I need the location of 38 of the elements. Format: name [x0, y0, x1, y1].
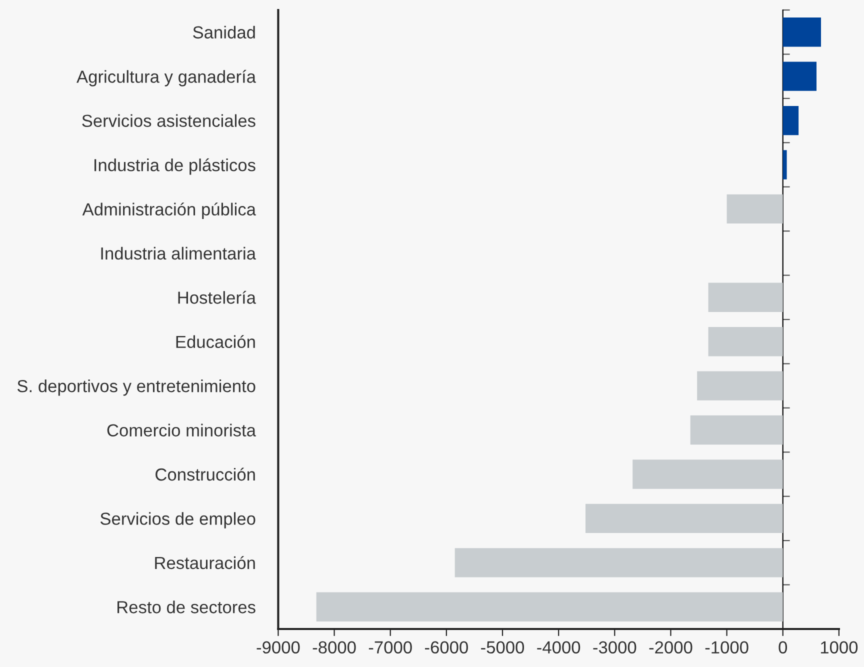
bar — [690, 415, 783, 445]
bar — [782, 62, 817, 91]
x-tick-label: -9000 — [256, 641, 300, 654]
y-tick-label: Industria alimentaria — [101, 246, 256, 260]
y-tick-label: Administración pública — [82, 202, 256, 219]
bar — [316, 592, 783, 622]
y-tick-label: Industria de plásticos — [94, 158, 256, 175]
x-tick-label: -5000 — [481, 641, 524, 654]
bar — [454, 548, 783, 578]
bar — [585, 504, 783, 534]
x-tick-label: 0 — [778, 641, 788, 654]
y-tick-label: Resto de sectores — [117, 600, 256, 614]
x-tick-label: -6000 — [425, 641, 468, 654]
y-tick-label: Servicios asistenciales — [82, 114, 256, 127]
bar — [708, 327, 783, 356]
bar — [782, 150, 787, 180]
bar — [708, 282, 783, 312]
x-tick-label: -8000 — [312, 641, 356, 654]
y-tick-label: Agricultura y ganadería — [76, 70, 256, 86]
x-tick-label: -1000 — [705, 641, 748, 654]
y-tick-label: S. deportivos y entretenimiento — [17, 380, 256, 396]
bar — [726, 194, 783, 224]
bar — [632, 460, 783, 489]
y-tick-label: Sanidad — [193, 26, 255, 39]
x-tick-label: 1000 — [820, 641, 858, 654]
y-tick-label: Educación — [176, 335, 255, 348]
bar — [782, 18, 821, 47]
bar — [697, 371, 783, 400]
x-tick-label: -4000 — [537, 641, 580, 654]
y-tick-label: Comercio minorista — [107, 424, 256, 436]
y-tick-label: Construcción — [156, 468, 255, 481]
y-tick-label: Restauración — [155, 556, 255, 570]
x-tick-label: -3000 — [593, 641, 636, 654]
y-tick-label: Servicios de empleo — [100, 512, 256, 528]
bar — [782, 106, 799, 136]
x-tick-label: -7000 — [368, 641, 412, 654]
x-tick-label: -2000 — [649, 641, 692, 654]
y-tick-label: Hostelería — [178, 290, 256, 304]
